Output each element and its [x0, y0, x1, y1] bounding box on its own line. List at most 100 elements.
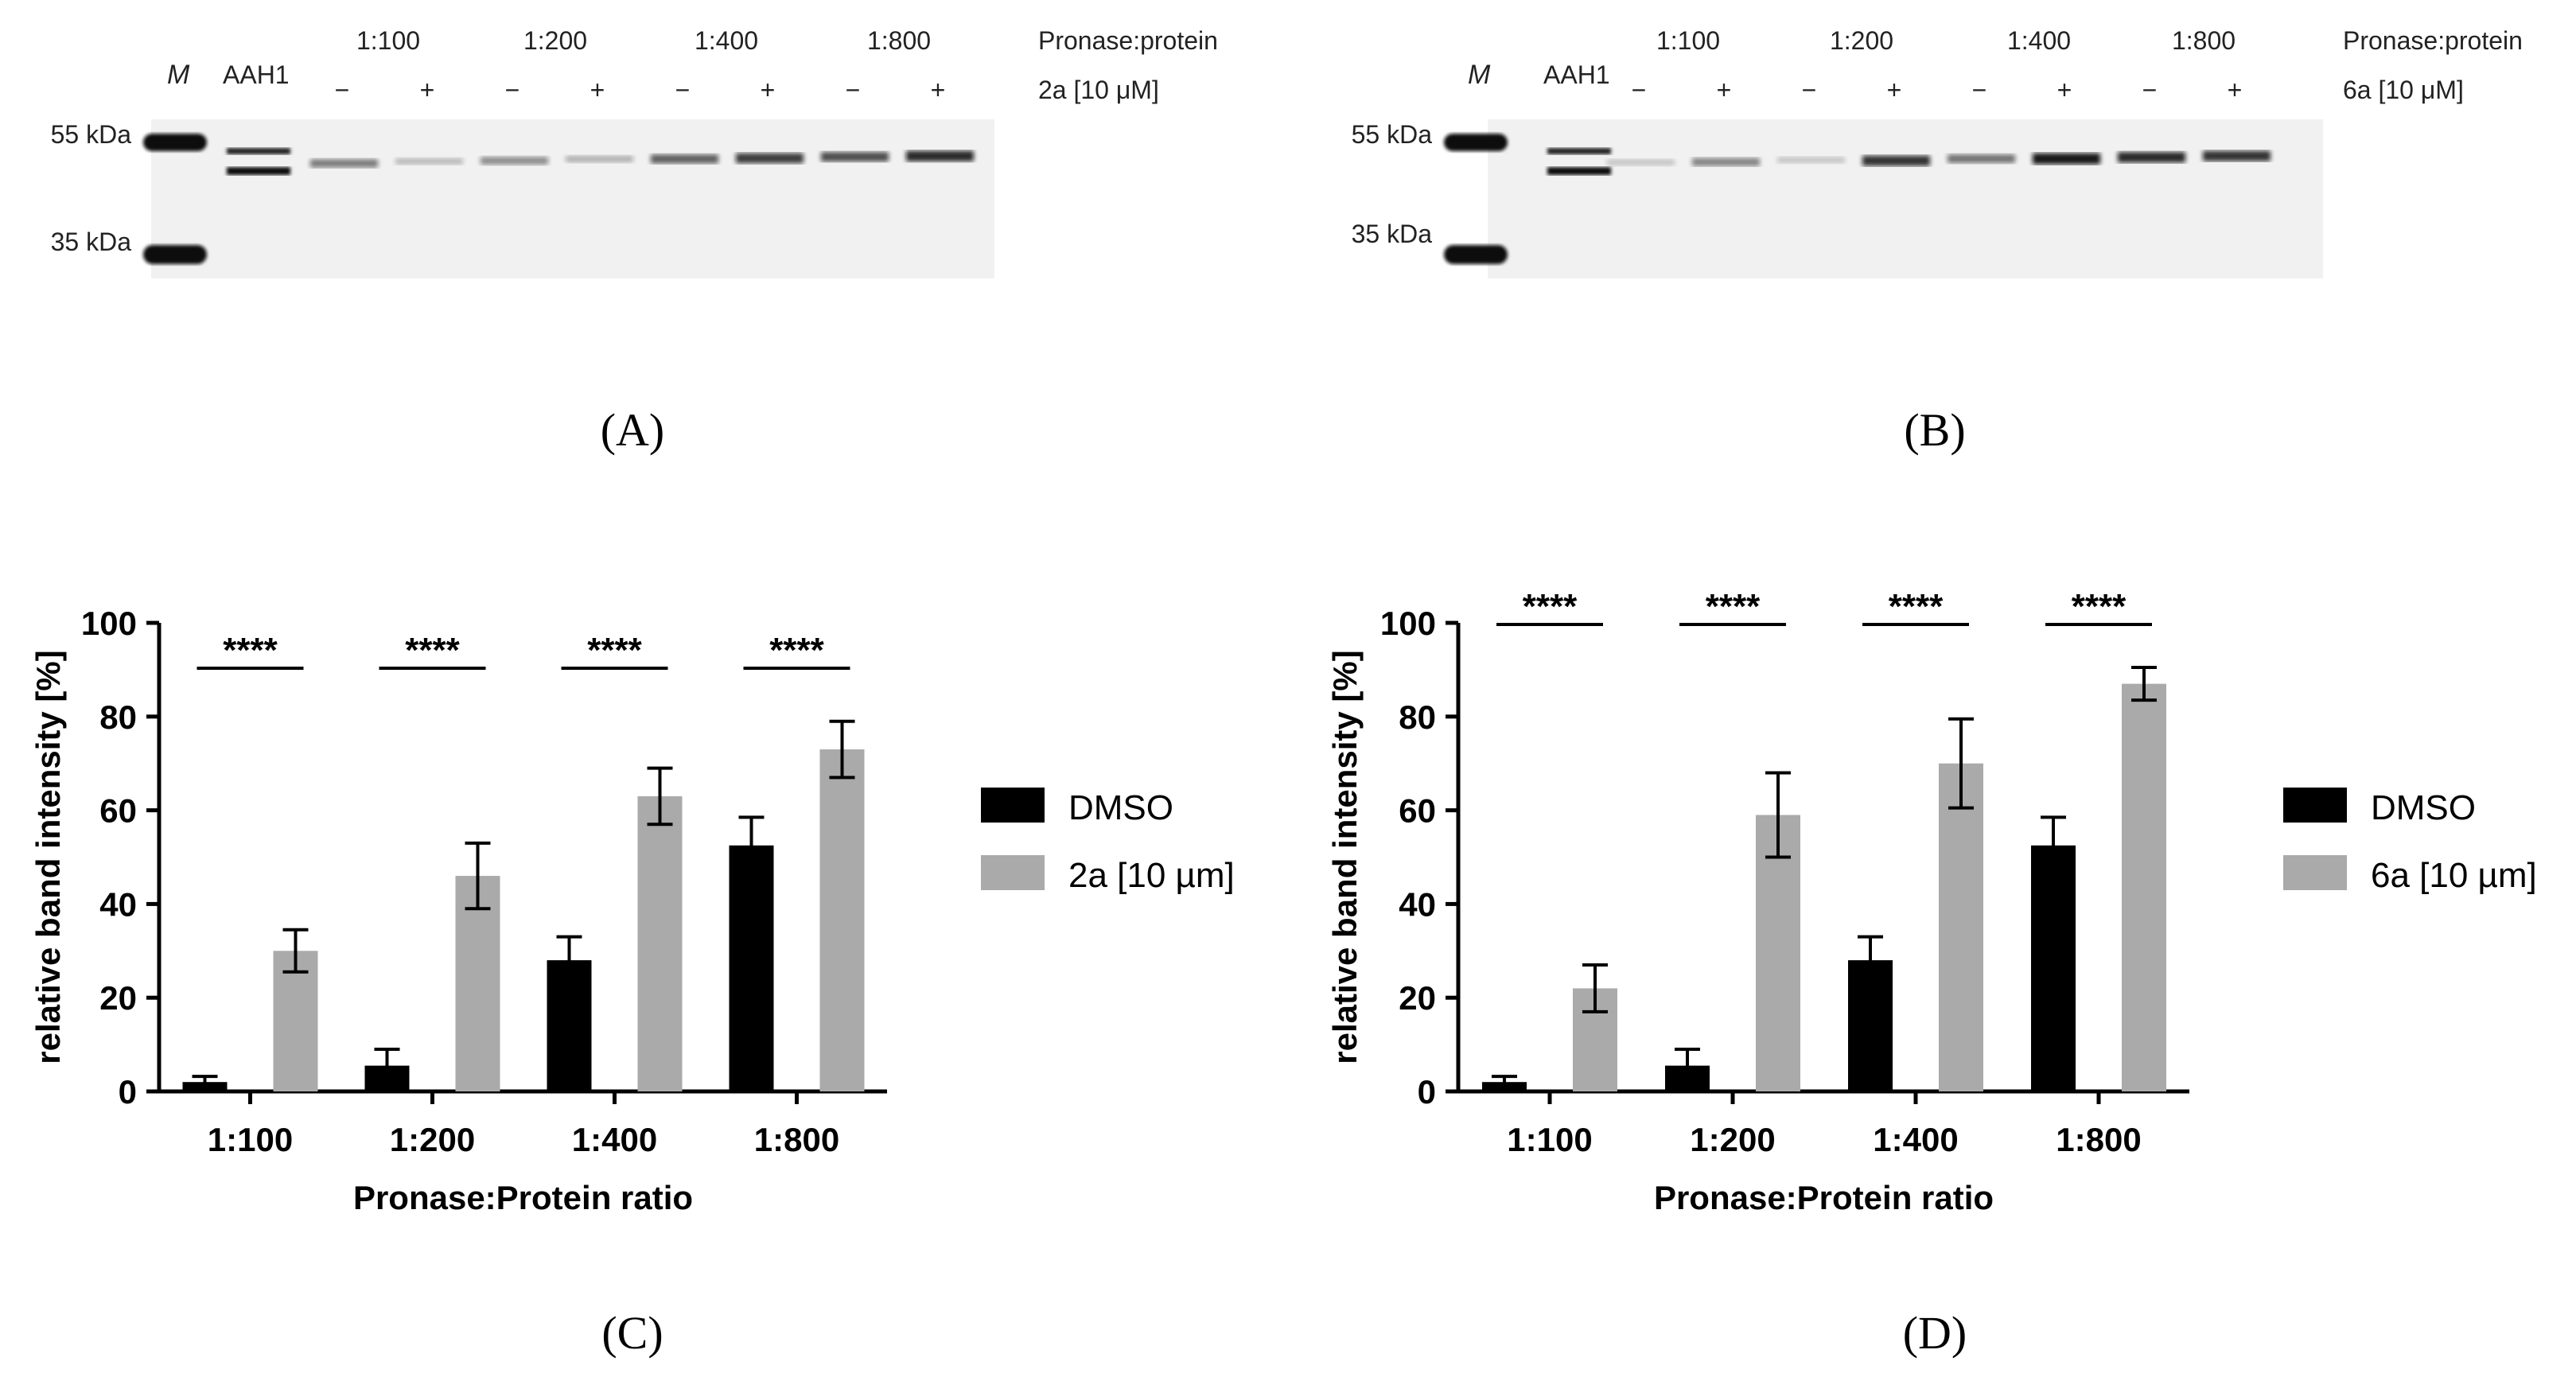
marker-band-35kda: [1444, 245, 1508, 264]
x-tick-label-3: 1:400: [1873, 1121, 1958, 1158]
significance-stars-1: ****: [1523, 587, 1578, 626]
bar-chart-d: 0 20 40 60 80 100 1:100 **** 1:200 **** 1:400 **** 1…: [1326, 587, 2537, 1359]
y-tick-label-20: 20: [1399, 979, 1436, 1017]
y-tick-label-0: 0: [1418, 1073, 1436, 1111]
gel-ratio-3: 1:400: [2007, 26, 2071, 55]
bar-treated-4: [2122, 683, 2166, 1091]
kda-label-55: 55 kDa: [1352, 120, 1433, 149]
gel-strip: [151, 119, 994, 278]
lane-band-6: [2033, 153, 2100, 165]
lane-band-3: [1777, 157, 1845, 164]
lane-sign-5: −: [675, 76, 691, 104]
gel-ratio-4: 1:800: [867, 26, 931, 55]
kda-label-35: 35 kDa: [51, 228, 132, 256]
panel-letter: (D): [1903, 1307, 1967, 1359]
row-label-pronase: Pronase:protein: [1038, 26, 1218, 55]
panel-letter: (C): [601, 1307, 663, 1359]
y-tick-label-60: 60: [99, 792, 137, 830]
legend-label-treated: 6a [10 µm]: [2371, 856, 2537, 895]
gel-ratio-2: 1:200: [523, 26, 587, 55]
aah1-label: AAH1: [223, 60, 290, 89]
y-axis-title: relative band intensity [%]: [29, 650, 67, 1064]
lane-band-3: [481, 157, 548, 165]
y-tick-label-100: 100: [81, 605, 137, 642]
bar-treated-2: [455, 876, 500, 1091]
lane-sign-5: −: [1972, 76, 1987, 104]
marker-label: M: [1468, 60, 1491, 90]
lane-sign-7: −: [2142, 76, 2158, 104]
significance-stars-1: ****: [223, 631, 278, 670]
legend-label-dmso: DMSO: [2371, 788, 2476, 827]
x-tick-label-2: 1:200: [390, 1121, 475, 1158]
lane-band-2: [395, 158, 463, 165]
y-tick-label-60: 60: [1399, 792, 1436, 830]
x-axis-title: Pronase:Protein ratio: [353, 1179, 693, 1216]
x-tick-label-1: 1:100: [208, 1121, 293, 1158]
kda-label-35: 35 kDa: [1352, 220, 1433, 248]
lane-sign-3: −: [1802, 76, 1817, 104]
significance-stars-2: ****: [1706, 587, 1761, 626]
aah1-band-lower: [227, 167, 290, 175]
panel-letter: (A): [601, 404, 665, 456]
x-tick-label-1: 1:100: [1507, 1121, 1592, 1158]
x-tick-label-3: 1:400: [572, 1121, 657, 1158]
legend-label-dmso: DMSO: [1068, 788, 1173, 827]
gel-ratio-3: 1:400: [695, 26, 758, 55]
y-tick-label-80: 80: [99, 698, 137, 736]
lane-sign-8: +: [931, 76, 946, 104]
gel-ratio-1: 1:100: [1656, 26, 1720, 55]
lane-sign-4: +: [590, 76, 605, 104]
lane-band-8: [2203, 150, 2271, 161]
legend-swatch-dmso: [2283, 788, 2347, 823]
lane-sign-2: +: [1717, 76, 1732, 104]
gel-ratio-4: 1:800: [2172, 26, 2236, 55]
x-tick-label-4: 1:800: [2056, 1121, 2141, 1158]
lane-band-1: [1607, 159, 1675, 166]
bar-dmso-4: [2031, 845, 2076, 1091]
significance-stars-3: ****: [587, 631, 642, 670]
bar-treated-3: [637, 795, 683, 1091]
aah1-label: AAH1: [1543, 60, 1610, 89]
marker-band-55kda: [143, 134, 207, 151]
marker-label: M: [167, 60, 190, 90]
marker-band-35kda: [143, 245, 207, 264]
lane-band-4: [566, 155, 633, 163]
significance-stars-2: ****: [405, 631, 460, 670]
row-label-compound: 6a [10 μM]: [2343, 76, 2464, 104]
aah1-band-lower: [1547, 167, 1611, 175]
y-tick-label-40: 40: [99, 885, 137, 923]
significance-stars-4: ****: [2072, 587, 2127, 626]
lane-band-5: [1948, 154, 2015, 163]
bar-treated-1: [273, 951, 318, 1091]
lane-band-8: [906, 150, 974, 161]
lane-band-4: [1862, 155, 1930, 166]
y-tick-label-20: 20: [99, 979, 137, 1017]
aah1-band-upper: [1547, 148, 1611, 154]
lane-sign-2: +: [420, 76, 435, 104]
bar-treated-3: [1939, 763, 1983, 1091]
legend-label-treated: 2a [10 µm]: [1068, 856, 1235, 895]
row-label-pronase: Pronase:protein: [2343, 26, 2523, 55]
lane-band-7: [2118, 152, 2185, 163]
panel-letter: (B): [1904, 404, 1965, 456]
lane-band-1: [310, 159, 378, 168]
lane-band-5: [651, 154, 718, 164]
lane-sign-1: −: [335, 76, 350, 104]
lane-sign-6: +: [2057, 76, 2072, 104]
lane-band-2: [1692, 158, 1760, 166]
bar-dmso-4: [729, 845, 774, 1091]
x-tick-label-2: 1:200: [1690, 1121, 1775, 1158]
x-axis-title: Pronase:Protein ratio: [1654, 1179, 1994, 1216]
bar-chart-c: 0 20 40 60 80 100 1:100 **** 1:200 **** 1:400 **** 1…: [29, 605, 1235, 1359]
lane-sign-1: −: [1632, 76, 1647, 104]
significance-stars-3: ****: [1889, 587, 1944, 626]
gel-ratio-1: 1:100: [356, 26, 420, 55]
lane-sign-3: −: [505, 76, 520, 104]
aah1-band-upper: [227, 148, 290, 154]
lane-sign-7: −: [846, 76, 861, 104]
y-tick-label-40: 40: [1399, 885, 1436, 923]
legend-swatch-dmso: [981, 788, 1045, 823]
legend-swatch-treated: [981, 855, 1045, 890]
